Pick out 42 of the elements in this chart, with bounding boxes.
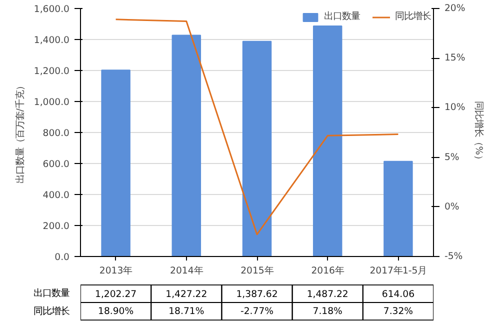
y2-tick-label: -5%: [444, 251, 463, 262]
x-tick-label: 2017年1-5月: [370, 266, 427, 276]
data-label: -2.77%: [240, 306, 274, 317]
text: 同比增长: [34, 306, 70, 317]
legend-label: 出口数量: [324, 10, 360, 23]
bar: [172, 34, 202, 256]
bar: [384, 160, 413, 256]
y-tick-label: 1,000.0: [34, 97, 70, 108]
y-tick-label: 600.0: [42, 159, 70, 170]
y-tick-label: 200.0: [42, 221, 70, 232]
y2-axis-title: 同比增长（%）: [473, 101, 484, 164]
y2-tick-label: 15%: [444, 52, 466, 64]
y-tick-label: 1,200.0: [34, 66, 70, 77]
y2-tick-label: 10%: [444, 102, 466, 114]
bar: [242, 40, 272, 256]
data-label: 1,487.22: [306, 289, 348, 300]
bar: [312, 25, 342, 256]
data-label: 18.90%: [98, 306, 134, 317]
x-tick-label: 2013年: [99, 266, 132, 276]
y-axis-title: 出口数量（百万套/千克）: [14, 81, 26, 184]
y-tick-label: 1,400.0: [34, 35, 70, 46]
data-label: 1,427.22: [166, 289, 208, 300]
y-tick-label: 1,600.0: [34, 4, 70, 15]
x-tick-label: 2016年: [311, 266, 344, 276]
data-label: 614.06: [382, 289, 415, 300]
y2-tick-label: 5%: [444, 152, 460, 163]
y2-tick-label: 0%: [444, 201, 460, 212]
data-label: 18.71%: [168, 306, 204, 317]
x-tick-label: 2014年: [170, 266, 203, 276]
data-label: 7.18%: [312, 306, 343, 317]
text: 出口数量: [34, 288, 70, 300]
x-tick-label: 2015年: [240, 266, 274, 276]
data-label: 7.32%: [383, 306, 414, 317]
y-tick-label: 0.0: [54, 252, 70, 263]
y2-tick-label: 20%: [444, 3, 466, 14]
legend-label: 同比增长: [395, 10, 431, 23]
line-series: [115, 18, 399, 236]
bar: [101, 70, 130, 256]
data-label: 1,387.62: [236, 289, 278, 300]
data-label: 1,202.27: [95, 289, 137, 300]
y-tick-label: 800.0: [42, 128, 70, 139]
y-tick-label: 400.0: [42, 190, 70, 201]
